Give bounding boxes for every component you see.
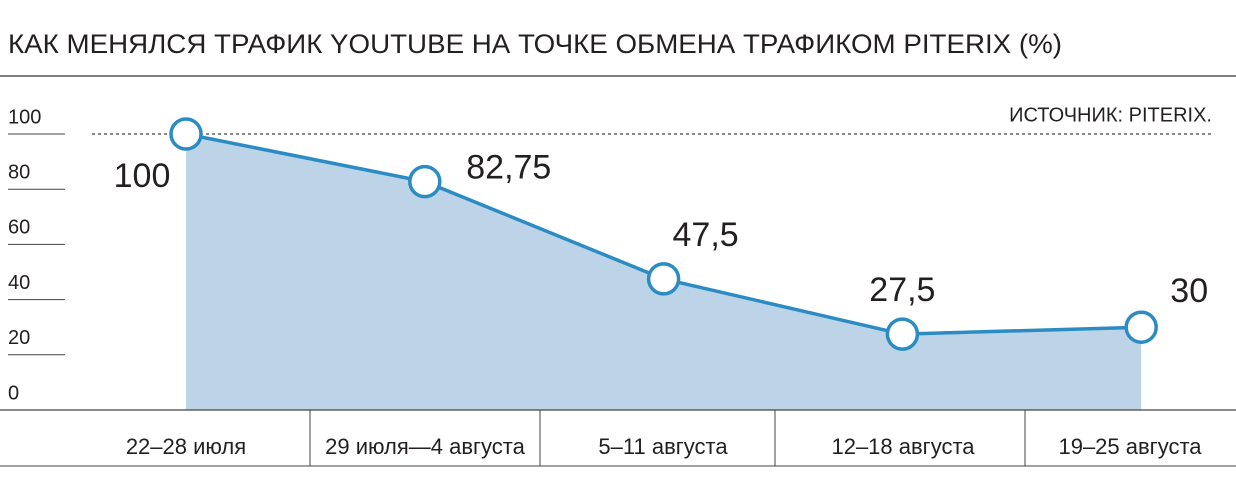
value-label: 100 <box>114 157 171 195</box>
y-tick-label: 0 <box>8 382 19 404</box>
chart-title: КАК МЕНЯЛСЯ ТРАФИК YOUTUBE НА ТОЧКЕ ОБМЕ… <box>8 29 1062 59</box>
y-tick-label: 40 <box>8 272 30 294</box>
y-tick-label: 100 <box>8 106 41 128</box>
x-tick-label: 12–18 августа <box>831 434 975 459</box>
point <box>885 317 920 351</box>
source-note: ИСТОЧНИК: PITERIX. <box>1009 104 1212 126</box>
x-tick-label: 29 июля—4 августа <box>325 434 526 459</box>
x-tick-label: 19–25 августа <box>1058 434 1202 459</box>
y-tick-label: 60 <box>8 217 30 239</box>
y-tick-label: 80 <box>8 161 30 183</box>
y-tick-label: 20 <box>8 327 30 349</box>
point <box>408 164 442 199</box>
value-label: 82,75 <box>466 149 551 187</box>
value-label: 47,5 <box>673 216 739 254</box>
point <box>1124 310 1158 344</box>
x-tick-label: 22–28 июля <box>126 434 246 459</box>
value-label: 27,5 <box>869 271 935 309</box>
point <box>646 262 681 296</box>
x-tick-label: 5–11 августа <box>598 434 728 459</box>
point <box>169 117 203 151</box>
value-label: 30 <box>1170 272 1208 310</box>
